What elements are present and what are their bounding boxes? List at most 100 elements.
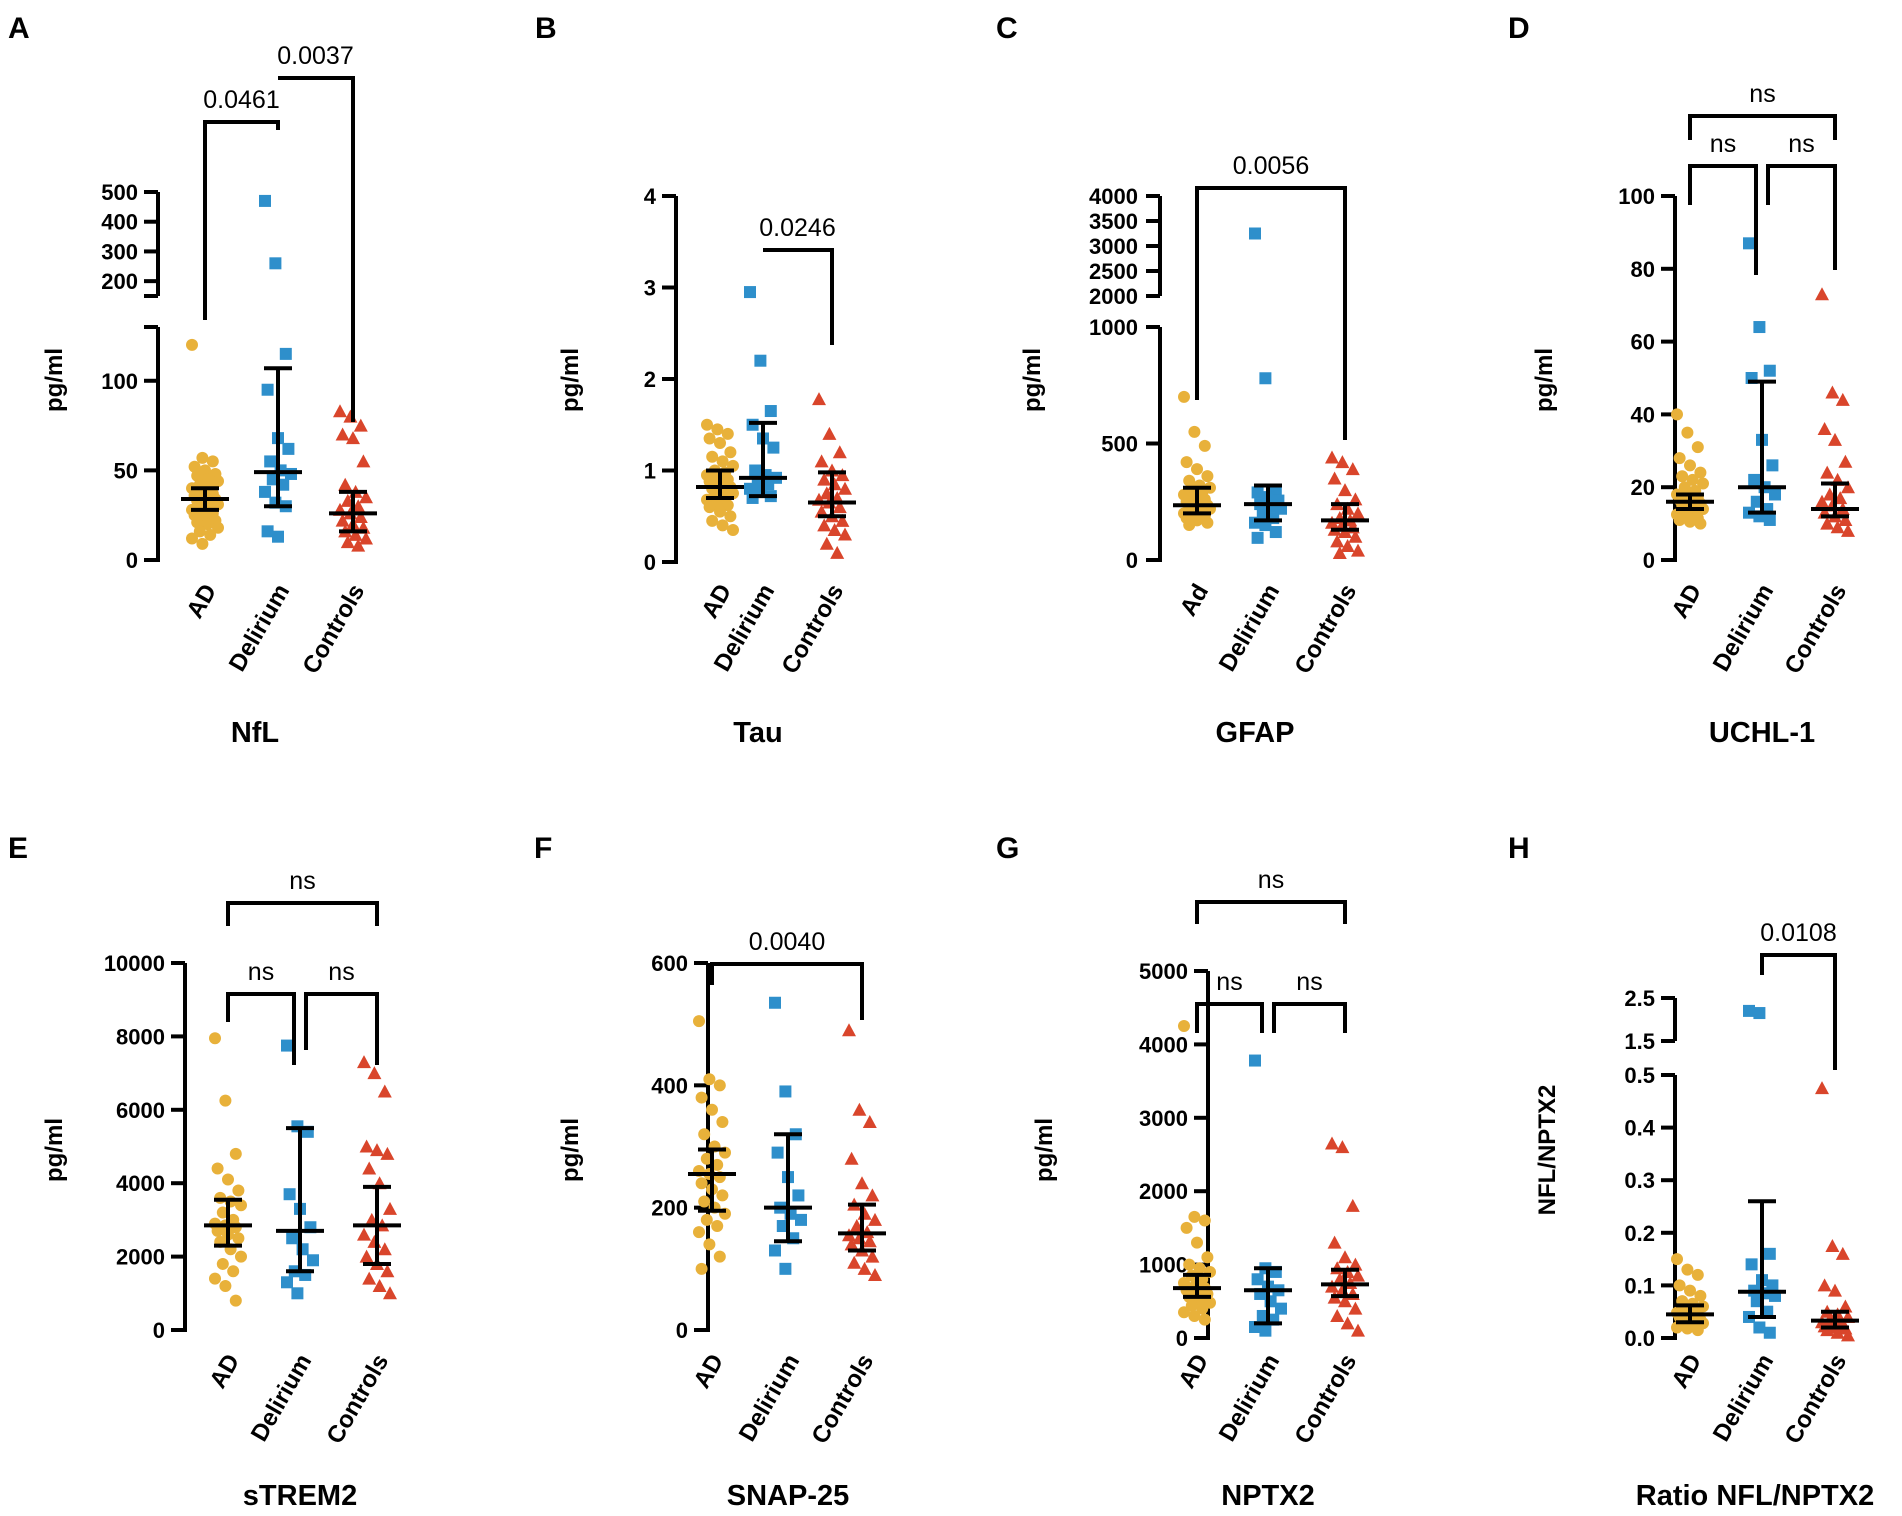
data-point-controls: [1817, 1278, 1832, 1292]
data-point-ad: [232, 1232, 245, 1245]
data-point-controls: [1335, 1140, 1350, 1154]
data-point-delirium: [769, 996, 781, 1009]
significance-bracket: [1688, 114, 1837, 140]
y-tick-label: 0: [1643, 548, 1655, 573]
data-point-controls: [832, 500, 847, 514]
panel-letter: G: [996, 832, 1019, 865]
data-point-ad: [229, 1294, 242, 1307]
data-point-controls: [1841, 480, 1855, 494]
data-point-controls: [822, 426, 837, 440]
y-tick-label: 0.5: [1624, 1063, 1655, 1088]
data-point-ad: [721, 427, 734, 440]
data-point-delirium: [277, 478, 290, 491]
data-point-controls: [1351, 1268, 1365, 1282]
y-tick-label: 0: [1126, 548, 1138, 573]
data-point-ad: [714, 505, 726, 518]
data-point-delirium: [1753, 1321, 1766, 1334]
data-point-delirium: [266, 473, 279, 486]
data-point-ad: [711, 423, 724, 436]
data-point-delirium: [281, 1276, 293, 1289]
data-point-controls: [359, 1249, 374, 1263]
data-point-delirium: [754, 354, 767, 367]
significance-bracket: [1760, 953, 1837, 1070]
panel-letter: E: [8, 832, 28, 865]
data-point-ad: [1183, 1258, 1196, 1271]
data-point-ad: [196, 451, 209, 464]
y-tick-label: 100: [101, 369, 138, 394]
data-point-controls: [338, 477, 353, 491]
data-point-ad: [211, 1224, 224, 1237]
data-point-delirium: [795, 1213, 807, 1226]
data-point-ad: [713, 1250, 726, 1263]
data-point-controls: [847, 1255, 862, 1269]
significance-label: ns: [289, 867, 315, 895]
data-point-ad: [1694, 517, 1707, 530]
category-label-controls: Controls: [1289, 1350, 1362, 1449]
data-point-ad: [1201, 1251, 1214, 1264]
data-point-controls: [353, 418, 368, 432]
data-point-ad: [1676, 470, 1689, 483]
data-point-controls: [819, 536, 834, 550]
data-point-controls: [357, 1055, 371, 1069]
y-axis-label: pg/ml: [557, 348, 584, 412]
data-point-delirium: [282, 442, 295, 455]
data-point-ad: [1686, 473, 1699, 486]
data-point-ad: [701, 418, 713, 431]
data-point-controls: [1351, 543, 1365, 557]
data-point-controls: [348, 527, 363, 541]
data-point-controls: [1830, 1325, 1845, 1339]
data-point-delirium: [269, 257, 282, 270]
data-point-controls: [359, 490, 373, 504]
y-tick-label: 3000: [1089, 234, 1138, 259]
category-label-ad: AD: [181, 580, 222, 624]
data-point-controls: [353, 509, 368, 523]
y-tick-label: 80: [1631, 257, 1655, 282]
data-point-delirium: [286, 1232, 299, 1245]
data-point-controls: [1838, 512, 1853, 526]
y-tick-label: 0: [153, 1318, 165, 1343]
data-point-controls: [865, 1249, 880, 1263]
data-point-ad: [695, 1091, 708, 1104]
y-tick-label: 0.4: [1624, 1116, 1655, 1141]
panel-letter: B: [535, 12, 557, 45]
data-point-ad: [1678, 481, 1691, 494]
data-point-ad: [706, 514, 719, 527]
data-point-ad: [1671, 1321, 1683, 1334]
data-point-controls: [1820, 465, 1835, 479]
data-point-ad: [1691, 441, 1704, 454]
data-point-controls: [370, 1143, 384, 1157]
data-point-ad: [1193, 1262, 1206, 1275]
panel-a: A 0 50 100 200 300 400 500 pg/ml AD Delirium Contro…: [8, 12, 377, 749]
significance-label: 0.0040: [749, 928, 825, 956]
significance-label: ns: [1788, 130, 1814, 158]
data-point-delirium: [259, 194, 271, 207]
data-point-controls: [862, 1234, 877, 1248]
data-point-ad: [703, 1238, 716, 1251]
data-point-delirium: [1251, 531, 1264, 544]
data-point-delirium: [1251, 1273, 1264, 1286]
y-tick-label: 10000: [104, 951, 165, 976]
category-label-controls: Controls: [297, 580, 370, 679]
category-label-controls: Controls: [776, 580, 849, 679]
significance-label: 0.0461: [203, 86, 279, 114]
data-point-delirium: [779, 1085, 792, 1098]
y-tick-label: 200: [101, 269, 138, 294]
data-point-controls: [817, 518, 832, 532]
data-point-ad: [1196, 1302, 1209, 1315]
data-point-delirium: [261, 525, 274, 538]
data-point-controls: [812, 392, 826, 406]
category-label-ad: AD: [204, 1350, 245, 1394]
data-point-ad: [1198, 439, 1211, 452]
significance-label: ns: [1258, 866, 1284, 894]
category-label-controls: Controls: [1779, 1350, 1852, 1449]
data-point-ad: [1671, 1253, 1683, 1266]
y-tick-label: 0: [126, 548, 138, 573]
y-tick-label: 0.3: [1624, 1168, 1655, 1193]
data-point-ad: [1673, 1279, 1686, 1292]
data-point-controls: [1348, 1257, 1363, 1271]
data-point-ad: [713, 1079, 726, 1092]
data-point-controls: [1835, 392, 1850, 406]
y-tick-label: 2.5: [1624, 986, 1655, 1011]
data-point-controls: [827, 522, 842, 536]
